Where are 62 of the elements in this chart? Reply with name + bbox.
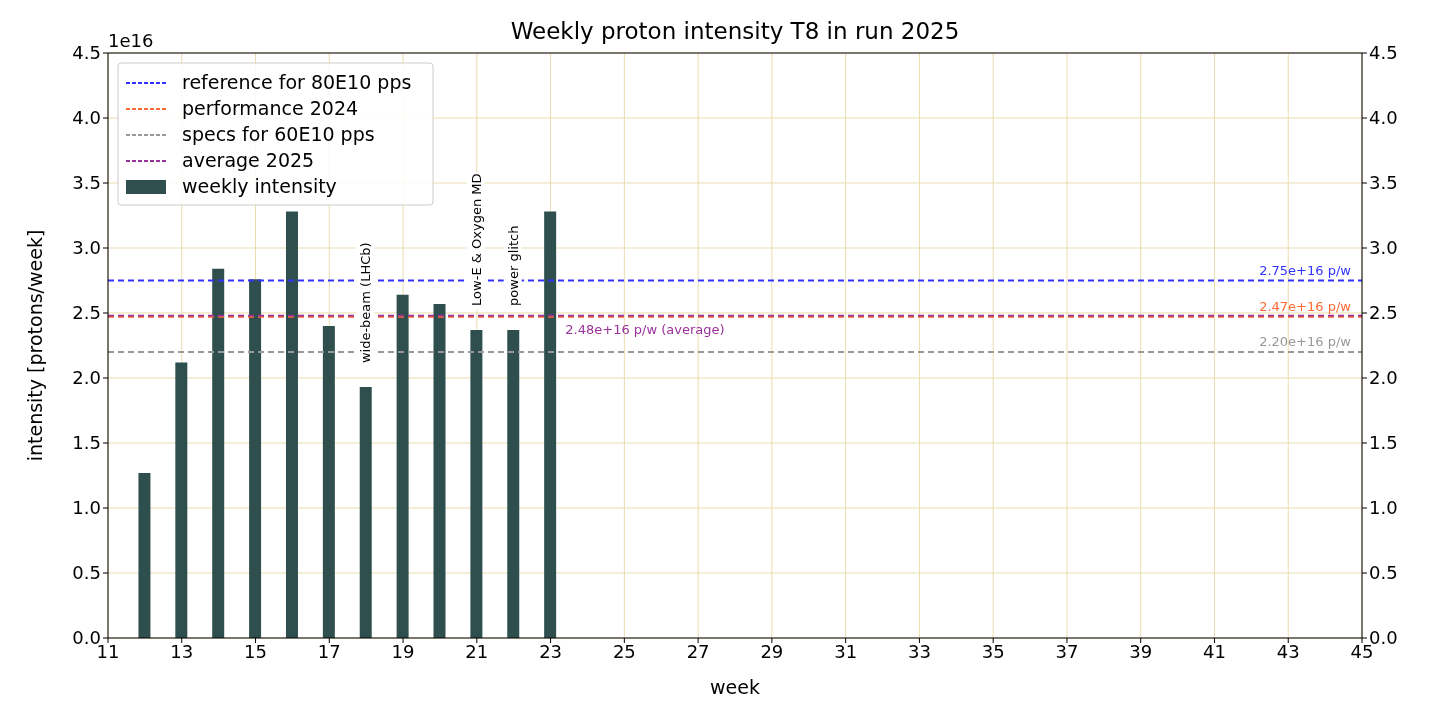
y2-tick-label: 0.5 [1369,562,1398,584]
y2-tick-label: 4.5 [1369,42,1398,64]
x-tick-label: 39 [1129,640,1153,662]
x-tick-label: 41 [1203,640,1226,662]
x-tick-label: 31 [834,640,858,662]
bar [322,326,335,638]
bar [507,329,520,638]
legend-label: average 2025 [182,149,315,171]
x-axis-title: week [710,676,760,698]
annotation: 2.20e+16 p/w [1259,334,1352,349]
chart-title: Weekly proton intensity T8 in run 2025 [510,18,960,44]
legend-label: specs for 60E10 pps [182,123,375,145]
annotation: 2.47e+16 p/w [1259,298,1352,314]
y-tick-label: 4.0 [72,107,101,129]
bar [138,472,151,638]
y-tick-label: 2.5 [72,302,101,324]
legend-label: reference for 80E10 pps [182,71,412,93]
bar [396,294,409,638]
x-tick-label: 43 [1276,640,1300,662]
bar [175,362,188,638]
x-tick-label: 15 [244,640,267,662]
y-axis-title: intensity [protons/week] [24,229,46,462]
x-tick-label: 25 [612,640,636,662]
x-tick-label: 33 [907,640,931,662]
annotation: wide-beam (LHCb) [358,242,374,364]
bar [470,329,483,638]
y-tick-label: 3.5 [72,172,101,194]
y2-tick-label: 1.0 [1369,497,1398,519]
x-tick-label: 29 [760,640,784,662]
y2-tick-label: 2.0 [1369,367,1398,389]
bar [433,303,446,638]
bar [285,211,298,638]
annotation: 2.75e+16 p/w [1259,262,1352,278]
x-tick-label: 21 [465,640,489,662]
y2-tick-label: 4.0 [1369,107,1398,129]
y2-tick-label: 1.5 [1369,432,1398,454]
bar [544,211,557,638]
x-tick-label: 17 [317,640,341,662]
annotation: Low-E & Oxygen MD [468,173,484,306]
x-tick-label: 13 [170,640,194,662]
bar [359,387,372,638]
text: 1e16 [108,30,154,51]
x-tick-label: 19 [391,640,415,662]
y2-tick-label: 3.5 [1369,172,1398,194]
y2-tick-label: 3.0 [1369,237,1398,259]
legend-label: weekly intensity [182,175,337,197]
x-tick-label: 27 [686,640,710,662]
legend-label: performance 2024 [182,97,359,119]
bar [212,268,225,638]
x-tick-label: 23 [539,640,563,662]
y-tick-label: 3.0 [72,237,101,259]
y2-tick-label: 2.5 [1369,302,1398,324]
y-tick-label: 2.0 [72,367,101,389]
annotation: power glitch [505,225,521,306]
x-tick-label: 37 [1055,640,1079,662]
annotation: 2.48e+16 p/w (average) [565,321,725,337]
bar [249,279,262,638]
y-tick-label: 1.0 [72,497,101,519]
y-tick-label: 0.5 [72,562,101,584]
y-tick-label: 4.5 [72,42,101,64]
y-tick-label: 1.5 [72,432,101,454]
x-tick-label: 35 [981,640,1005,662]
